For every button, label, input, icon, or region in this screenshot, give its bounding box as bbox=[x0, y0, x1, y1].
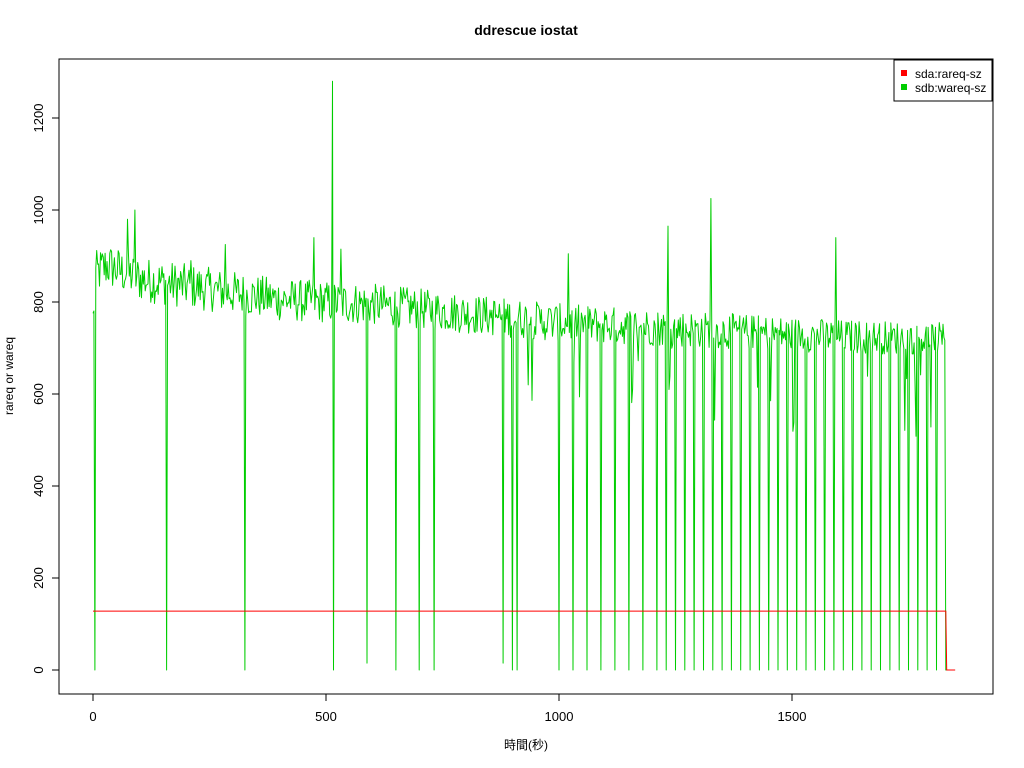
series-layer bbox=[92, 80, 956, 671]
y-axis: 0 200 400 600 800 1000 1200 bbox=[31, 104, 60, 674]
series-line-sda-rareq-sz bbox=[93, 610, 956, 671]
x-axis-label: 時間(秒) bbox=[504, 738, 548, 752]
legend: sda:rareq-sz sdb:wareq-sz bbox=[893, 59, 993, 102]
x-tick-label: 500 bbox=[315, 709, 337, 724]
chart-title: ddrescue iostat bbox=[474, 22, 578, 38]
x-tick-label: 1500 bbox=[778, 709, 807, 724]
y-tick-label: 800 bbox=[31, 291, 46, 313]
y-tick-label: 400 bbox=[31, 475, 46, 497]
x-tick-label: 1000 bbox=[545, 709, 574, 724]
legend-box bbox=[893, 59, 993, 102]
series-line-sdb-wareq-sz bbox=[92, 80, 956, 671]
x-axis: 0 500 1000 1500 bbox=[89, 693, 807, 724]
y-tick-label: 0 bbox=[31, 666, 46, 673]
x-tick-label: 0 bbox=[89, 709, 96, 724]
y-tick-label: 1200 bbox=[31, 104, 46, 133]
y-tick-label: 200 bbox=[31, 567, 46, 589]
legend-swatch-sda bbox=[901, 70, 907, 76]
y-tick-label: 1000 bbox=[31, 196, 46, 225]
legend-swatch-sdb bbox=[901, 84, 907, 90]
legend-label-sda: sda:rareq-sz bbox=[915, 67, 982, 81]
y-tick-label: 600 bbox=[31, 383, 46, 405]
y-axis-label: rareq or wareq bbox=[2, 337, 16, 415]
legend-label-sdb: sdb:wareq-sz bbox=[915, 81, 986, 95]
